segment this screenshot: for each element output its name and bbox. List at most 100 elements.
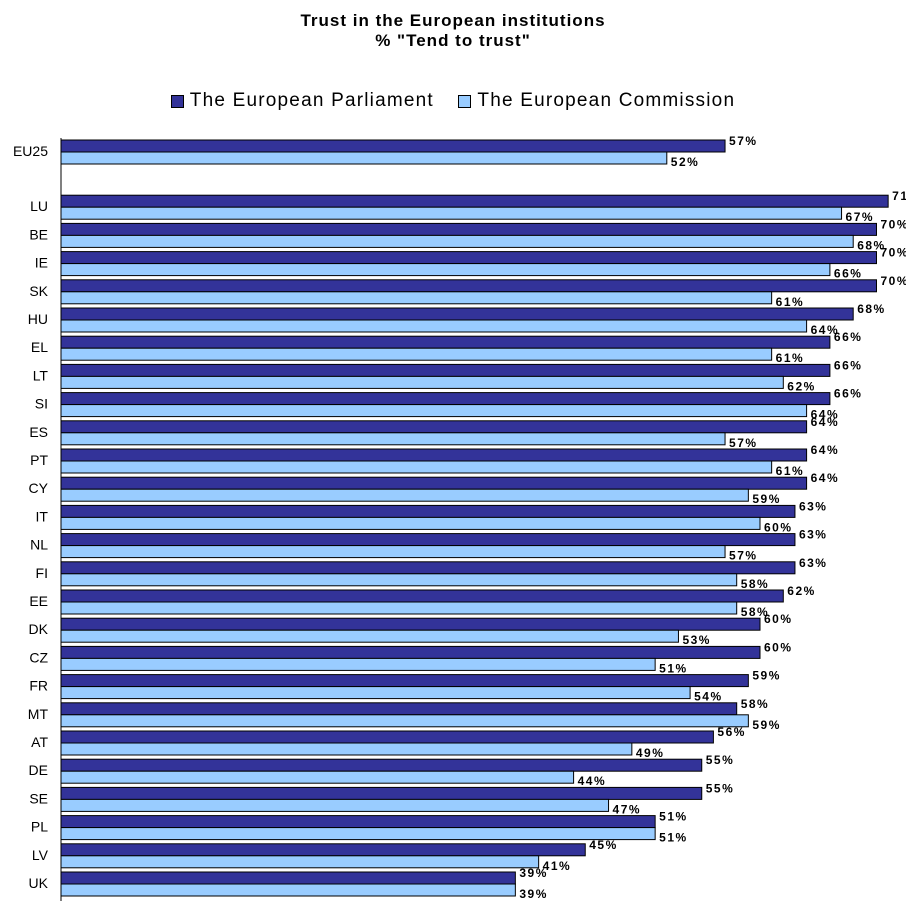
legend-label-parliament: The European Parliament <box>189 90 434 111</box>
data-label-parliament-eu25: 57% <box>729 134 758 148</box>
data-label-commission-nl: 57% <box>729 549 758 563</box>
bar-parliament-pl <box>60 815 656 829</box>
data-label-parliament-lu: 71% <box>892 189 906 203</box>
data-label-parliament-uk: 39% <box>519 866 548 880</box>
tick-label-eu25: EU25 <box>13 143 48 159</box>
legend-item-commission: The European Commission <box>458 90 735 112</box>
bar-parliament-eu25 <box>60 139 726 153</box>
bar-commission-uk <box>60 883 516 897</box>
bar-parliament-si <box>60 392 831 406</box>
data-label-commission-ie: 66% <box>834 267 863 281</box>
bar-commission-dk <box>60 629 679 643</box>
data-label-parliament-si: 66% <box>834 387 863 401</box>
bar-commission-lv <box>60 855 540 869</box>
data-label-parliament-pl: 51% <box>659 810 688 824</box>
tick-label-si: SI <box>35 396 48 412</box>
bar-commission-cz <box>60 657 656 671</box>
bar-commission-si <box>60 404 808 418</box>
data-label-commission-se: 47% <box>613 802 642 816</box>
data-label-commission-fi: 58% <box>741 577 770 591</box>
bar-commission-ie <box>60 263 831 277</box>
data-label-commission-cy: 59% <box>752 492 781 506</box>
data-label-commission-lt: 62% <box>787 379 816 393</box>
data-label-commission-es: 57% <box>729 436 758 450</box>
bar-parliament-mt <box>60 702 738 716</box>
bar-parliament-uk <box>60 871 516 885</box>
tick-label-el: EL <box>31 339 48 355</box>
bar-commission-pt <box>60 460 773 474</box>
bar-parliament-lu <box>60 194 889 208</box>
bar-parliament-cy <box>60 476 808 490</box>
chart-subtitle: % "Tend to trust" <box>375 31 531 50</box>
bar-parliament-cz <box>60 645 761 659</box>
data-label-commission-dk: 53% <box>682 633 711 647</box>
data-label-commission-si: 64% <box>811 408 840 422</box>
bar-parliament-lt <box>60 363 831 377</box>
tick-label-ie: IE <box>35 255 48 271</box>
data-label-parliament-cy: 64% <box>811 471 840 485</box>
data-label-commission-de: 44% <box>578 774 607 788</box>
tick-label-se: SE <box>29 790 48 806</box>
chart-title: Trust in the European institutions <box>300 11 606 30</box>
data-label-parliament-fr: 59% <box>752 669 781 683</box>
data-label-commission-lu: 67% <box>846 210 875 224</box>
tick-label-pt: PT <box>30 452 48 468</box>
tick-label-hu: HU <box>28 311 48 327</box>
bar-parliament-it <box>60 504 796 518</box>
bar-commission-hu <box>60 319 808 333</box>
data-label-parliament-hu: 68% <box>857 302 886 316</box>
data-label-parliament-cz: 60% <box>764 640 793 654</box>
data-label-parliament-se: 55% <box>706 781 735 795</box>
bar-parliament-pt <box>60 448 808 462</box>
bar-commission-nl <box>60 545 726 559</box>
legend-swatch-parliament <box>170 94 184 108</box>
bar-parliament-at <box>60 730 714 744</box>
bar-parliament-nl <box>60 533 796 547</box>
bar-parliament-dk <box>60 617 761 631</box>
bar-parliament-el <box>60 335 831 349</box>
tick-label-de: DE <box>29 762 48 778</box>
tick-label-lu: LU <box>30 198 48 214</box>
data-label-commission-fr: 54% <box>694 690 723 704</box>
bar-commission-el <box>60 347 773 361</box>
bar-commission-fi <box>60 573 738 587</box>
bar-commission-cy <box>60 488 749 502</box>
tick-label-mt: MT <box>28 706 49 722</box>
data-label-parliament-at: 56% <box>717 725 746 739</box>
legend-item-parliament: The European Parliament <box>170 90 434 112</box>
bar-commission-de <box>60 770 575 784</box>
data-label-commission-pl: 51% <box>659 831 688 845</box>
tick-label-uk: UK <box>29 875 49 891</box>
bar-commission-lt <box>60 375 784 389</box>
tick-label-ee: EE <box>29 593 48 609</box>
data-label-commission-sk: 61% <box>776 295 805 309</box>
data-label-commission-eu25: 52% <box>671 155 700 169</box>
tick-label-lv: LV <box>32 847 49 863</box>
bar-parliament-fi <box>60 561 796 575</box>
data-label-parliament-sk: 70% <box>881 274 906 288</box>
bar-commission-it <box>60 516 761 530</box>
tick-label-fi: FI <box>36 565 48 581</box>
bar-commission-fr <box>60 686 691 700</box>
bar-commission-eu25 <box>60 151 668 165</box>
bar-parliament-fr <box>60 674 749 688</box>
tick-label-it: IT <box>36 508 49 524</box>
tick-label-nl: NL <box>30 537 48 553</box>
bar-commission-es <box>60 432 726 446</box>
bar-parliament-es <box>60 420 808 434</box>
data-label-parliament-el: 66% <box>834 330 863 344</box>
data-label-parliament-ee: 62% <box>787 584 816 598</box>
bar-commission-mt <box>60 714 749 728</box>
bar-parliament-de <box>60 758 703 772</box>
tick-label-cz: CZ <box>29 649 48 665</box>
bar-parliament-be <box>60 222 877 236</box>
data-label-parliament-lt: 66% <box>834 358 863 372</box>
data-label-commission-cz: 51% <box>659 661 688 675</box>
data-label-commission-be: 68% <box>857 238 886 252</box>
tick-label-be: BE <box>29 226 48 242</box>
legend-label-commission: The European Commission <box>477 90 736 111</box>
bar-parliament-ee <box>60 589 784 603</box>
data-label-parliament-de: 55% <box>706 753 735 767</box>
data-label-parliament-dk: 60% <box>764 612 793 626</box>
